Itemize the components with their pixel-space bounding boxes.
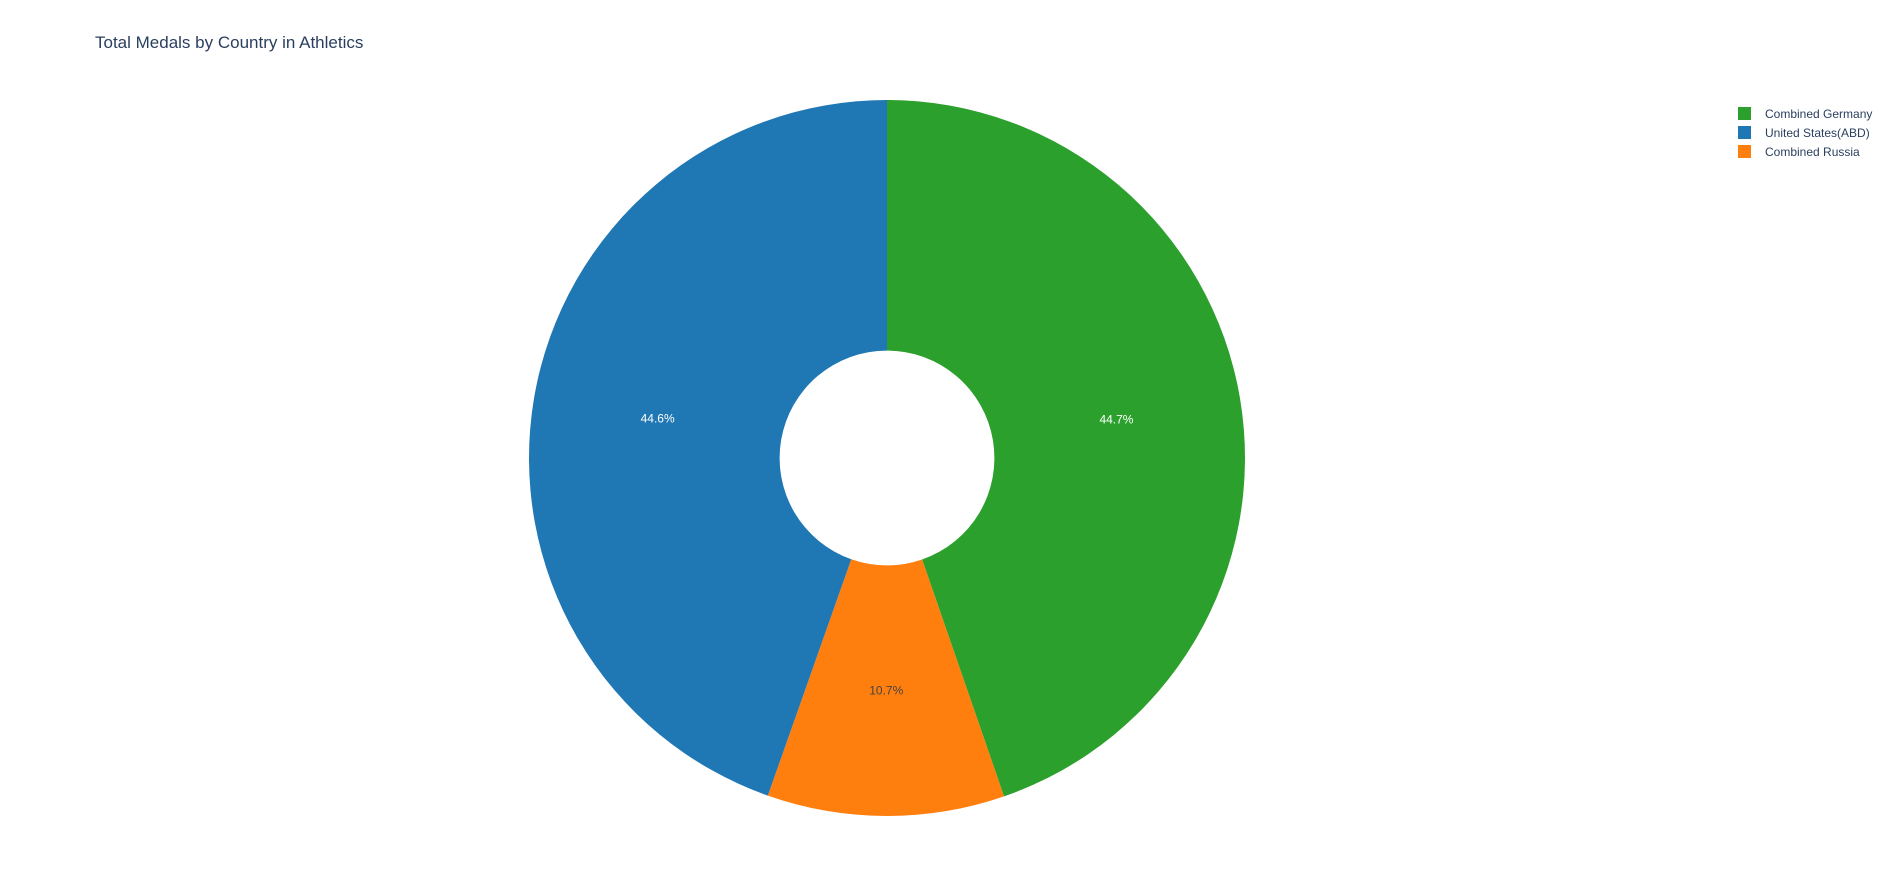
slice-label-combined-germany: 44.7% (1099, 412, 1133, 426)
legend-item-combined-germany[interactable]: Combined Germany (1738, 104, 1872, 123)
legend: Combined Germany United States(ABD) Comb… (1738, 104, 1872, 161)
slices-group (529, 99, 1245, 816)
legend-label: Combined Germany (1765, 106, 1873, 121)
slice-label-combined-russia: 10.7% (869, 684, 903, 698)
slice-label-united-states-abd: 44.6% (641, 412, 675, 426)
legend-item-united-states[interactable]: United States(ABD) (1738, 123, 1872, 142)
legend-label: Combined Russia (1765, 144, 1860, 159)
slice-combined-russia[interactable] (767, 559, 1005, 816)
chart-title: Total Medals by Country in Athletics (95, 33, 364, 52)
legend-swatch-icon (1738, 107, 1751, 120)
legend-label: United States(ABD) (1765, 125, 1870, 140)
legend-swatch-icon (1738, 145, 1751, 158)
legend-swatch-icon (1738, 126, 1751, 139)
legend-item-combined-russia[interactable]: Combined Russia (1738, 142, 1872, 161)
slice-labels-group: 44.7% 10.7% 44.6% (641, 412, 1134, 698)
slice-united-states-abd[interactable] (529, 99, 887, 796)
slice-combined-germany[interactable] (887, 100, 1245, 797)
